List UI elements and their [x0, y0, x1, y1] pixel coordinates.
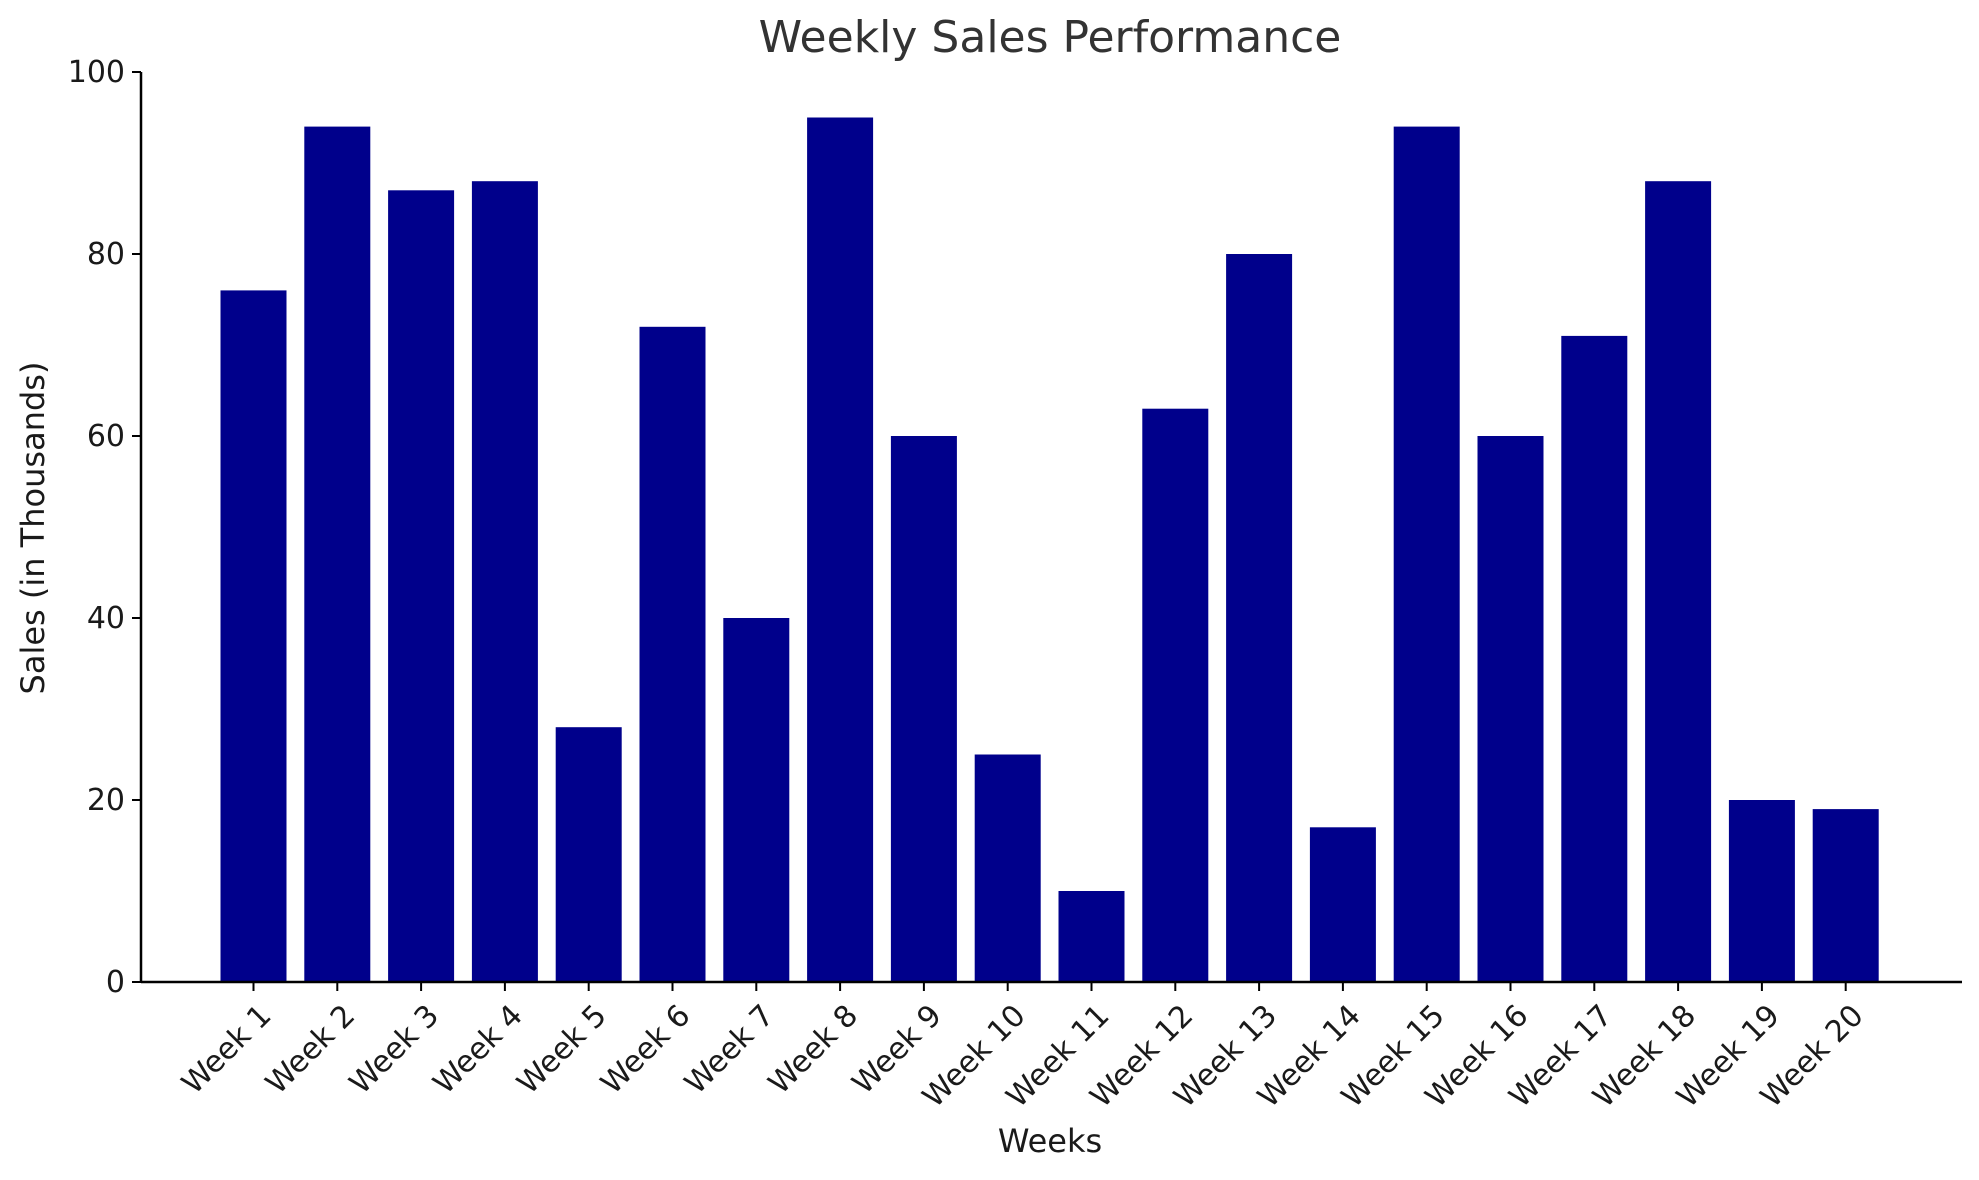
bar-week-4 — [471, 181, 538, 982]
y-tick-label: 100 — [68, 55, 125, 90]
y-tick-label: 0 — [106, 965, 125, 1000]
bar-week-10 — [974, 754, 1041, 982]
y-tick-label: 40 — [87, 601, 125, 636]
x-axis-label: Weeks — [998, 1122, 1102, 1160]
bar-week-5 — [555, 727, 622, 982]
y-tick-label: 80 — [87, 237, 125, 272]
x-tick-label: Week 5 — [511, 998, 614, 1101]
x-tick-label: Week 3 — [343, 998, 446, 1101]
bar-week-15 — [1393, 126, 1460, 983]
bar-week-8 — [807, 117, 874, 982]
y-tick-label: 60 — [87, 419, 125, 454]
bar-week-2 — [304, 126, 371, 983]
bar-week-3 — [388, 190, 455, 983]
x-tick-label: Week 6 — [594, 998, 697, 1101]
x-tick-label: Week 2 — [259, 998, 362, 1101]
bar-week-16 — [1477, 436, 1544, 982]
y-axis-label: Sales (in Thousands) — [14, 362, 52, 695]
bar-week-20 — [1812, 809, 1879, 982]
bar-week-17 — [1561, 335, 1628, 982]
bar-week-7 — [723, 618, 790, 982]
x-tick-label: Week 1 — [175, 998, 278, 1101]
y-tick-label: 20 — [87, 783, 125, 818]
bar-week-13 — [1226, 254, 1293, 982]
x-tick-label: Week 8 — [762, 998, 865, 1101]
bar-week-12 — [1142, 408, 1209, 982]
bar-week-1 — [220, 290, 287, 982]
x-tick-label: Week 4 — [427, 998, 530, 1101]
bars-group — [220, 117, 1879, 983]
bar-week-14 — [1309, 827, 1376, 982]
bar-week-18 — [1645, 181, 1712, 982]
x-tick-label: Week 7 — [678, 998, 781, 1101]
y-axis-ticks: 0 20 40 60 80 100 — [68, 55, 141, 1000]
bar-week-19 — [1728, 800, 1795, 982]
bar-week-6 — [639, 326, 706, 982]
bar-week-11 — [1058, 891, 1125, 982]
chart-title: Weekly Sales Performance — [759, 12, 1342, 63]
bar-week-9 — [890, 436, 957, 982]
